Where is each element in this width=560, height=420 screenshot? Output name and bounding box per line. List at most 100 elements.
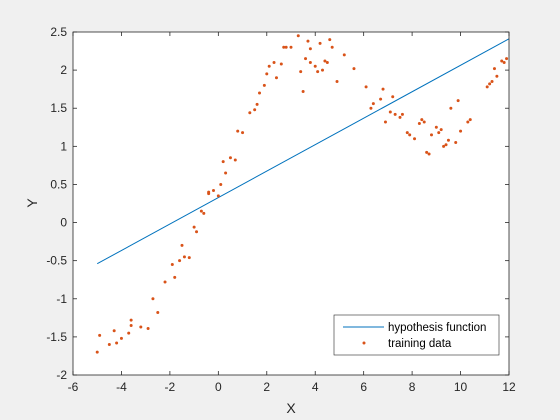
training-data-point (163, 280, 167, 284)
x-tick-label: 10 (454, 380, 468, 394)
training-data-point (202, 211, 206, 215)
x-tick-label: -2 (165, 380, 176, 394)
training-data-point (192, 225, 196, 229)
training-data-point (267, 64, 271, 68)
x-tick-label: 4 (312, 380, 319, 394)
training-data-point (299, 70, 303, 74)
y-tick-label: -0.5 (46, 254, 67, 268)
training-data-point (129, 318, 133, 322)
training-data-point (127, 331, 131, 335)
x-axis-label: X (286, 400, 296, 416)
x-tick-label: 2 (263, 380, 270, 394)
training-data-point (129, 323, 133, 327)
training-data-point (182, 255, 186, 259)
x-tick-label: 8 (409, 380, 416, 394)
training-data-point (429, 133, 433, 137)
training-data-point (417, 121, 421, 125)
training-data-point (258, 91, 262, 95)
legend: hypothesis function training data (333, 314, 500, 356)
training-data-point (434, 125, 438, 129)
training-data-point (180, 243, 184, 247)
x-tick-label: 6 (360, 380, 367, 394)
training-data-point (488, 82, 492, 86)
x-tick-label: -6 (68, 380, 79, 394)
training-data-point (449, 106, 453, 110)
training-data-point (241, 131, 245, 135)
training-data-point (446, 138, 450, 142)
legend-point-swatch (362, 341, 366, 345)
y-axis-label: Y (24, 198, 40, 208)
training-data-point (320, 68, 324, 72)
training-data-point (199, 209, 203, 213)
training-data-point (146, 327, 150, 331)
training-data-point (115, 341, 119, 345)
legend-box (333, 314, 500, 356)
training-data-point (282, 45, 286, 49)
training-data-point (262, 83, 266, 87)
training-data-point (400, 112, 404, 116)
training-data-point (456, 99, 460, 103)
training-data-point (233, 158, 237, 162)
training-data-point (255, 102, 259, 106)
y-tick-label: -1 (56, 292, 67, 306)
training-data-point (253, 108, 257, 112)
training-data-point (342, 53, 346, 57)
training-data-point (187, 256, 191, 260)
training-data-point (284, 45, 288, 49)
training-data-point (195, 230, 199, 234)
training-data-point (323, 59, 327, 63)
training-data-point (98, 333, 102, 337)
y-tick-label: 2 (60, 63, 67, 77)
training-data-point (173, 275, 177, 279)
training-data-point (274, 76, 278, 80)
training-data-point (502, 60, 506, 64)
y-tick-label: 1 (60, 139, 67, 153)
y-tick-label: 2.5 (50, 25, 67, 39)
training-data-point (151, 297, 155, 301)
training-data-point (405, 131, 409, 135)
training-data-point (352, 67, 356, 71)
training-data-point (170, 262, 174, 266)
training-data-point (139, 325, 143, 329)
y-tick-label: 0.5 (50, 177, 67, 191)
training-data-point (500, 59, 504, 63)
training-data-point (219, 182, 223, 186)
training-data-point (313, 64, 317, 68)
training-data-point (393, 112, 397, 116)
training-data-point (224, 171, 228, 175)
training-data-point (442, 144, 446, 148)
training-data-point (505, 57, 509, 61)
training-data-point (425, 150, 429, 154)
training-data-point (427, 152, 431, 156)
training-data-point (381, 87, 385, 91)
training-data-point (388, 110, 392, 114)
training-data-point (207, 192, 211, 196)
training-data-point (178, 259, 182, 263)
training-data-point (306, 39, 310, 43)
training-data-point (492, 67, 496, 71)
training-data-point (221, 160, 225, 164)
ticks-layer: -6 -4 -2 0 2 4 6 8 10 12 -2 -1.5 -1 -0.5 0 0.5 1 1.5 2 2.5 (46, 25, 516, 394)
training-data-point (328, 38, 332, 42)
legend-label-training: training data (388, 338, 452, 350)
training-data-point (156, 310, 160, 314)
series-layer (95, 34, 510, 354)
y-tick-label: 0 (60, 216, 67, 230)
training-data-point (439, 128, 443, 132)
training-data-point (398, 115, 402, 119)
training-data-point (369, 106, 373, 110)
training-data-point (495, 74, 499, 78)
training-data-point (248, 111, 252, 115)
y-tick-label: -2 (56, 368, 67, 382)
training-data-point (490, 80, 494, 84)
x-tick-label: 0 (215, 380, 222, 394)
training-data-point (272, 60, 276, 64)
training-data-point (459, 129, 463, 133)
training-data-point (318, 41, 322, 45)
training-data-point (422, 120, 426, 124)
training-data-point (211, 189, 215, 193)
hypothesis-line (96, 38, 510, 265)
training-data-point (364, 85, 368, 89)
y-tick-label: 1.5 (50, 101, 67, 115)
